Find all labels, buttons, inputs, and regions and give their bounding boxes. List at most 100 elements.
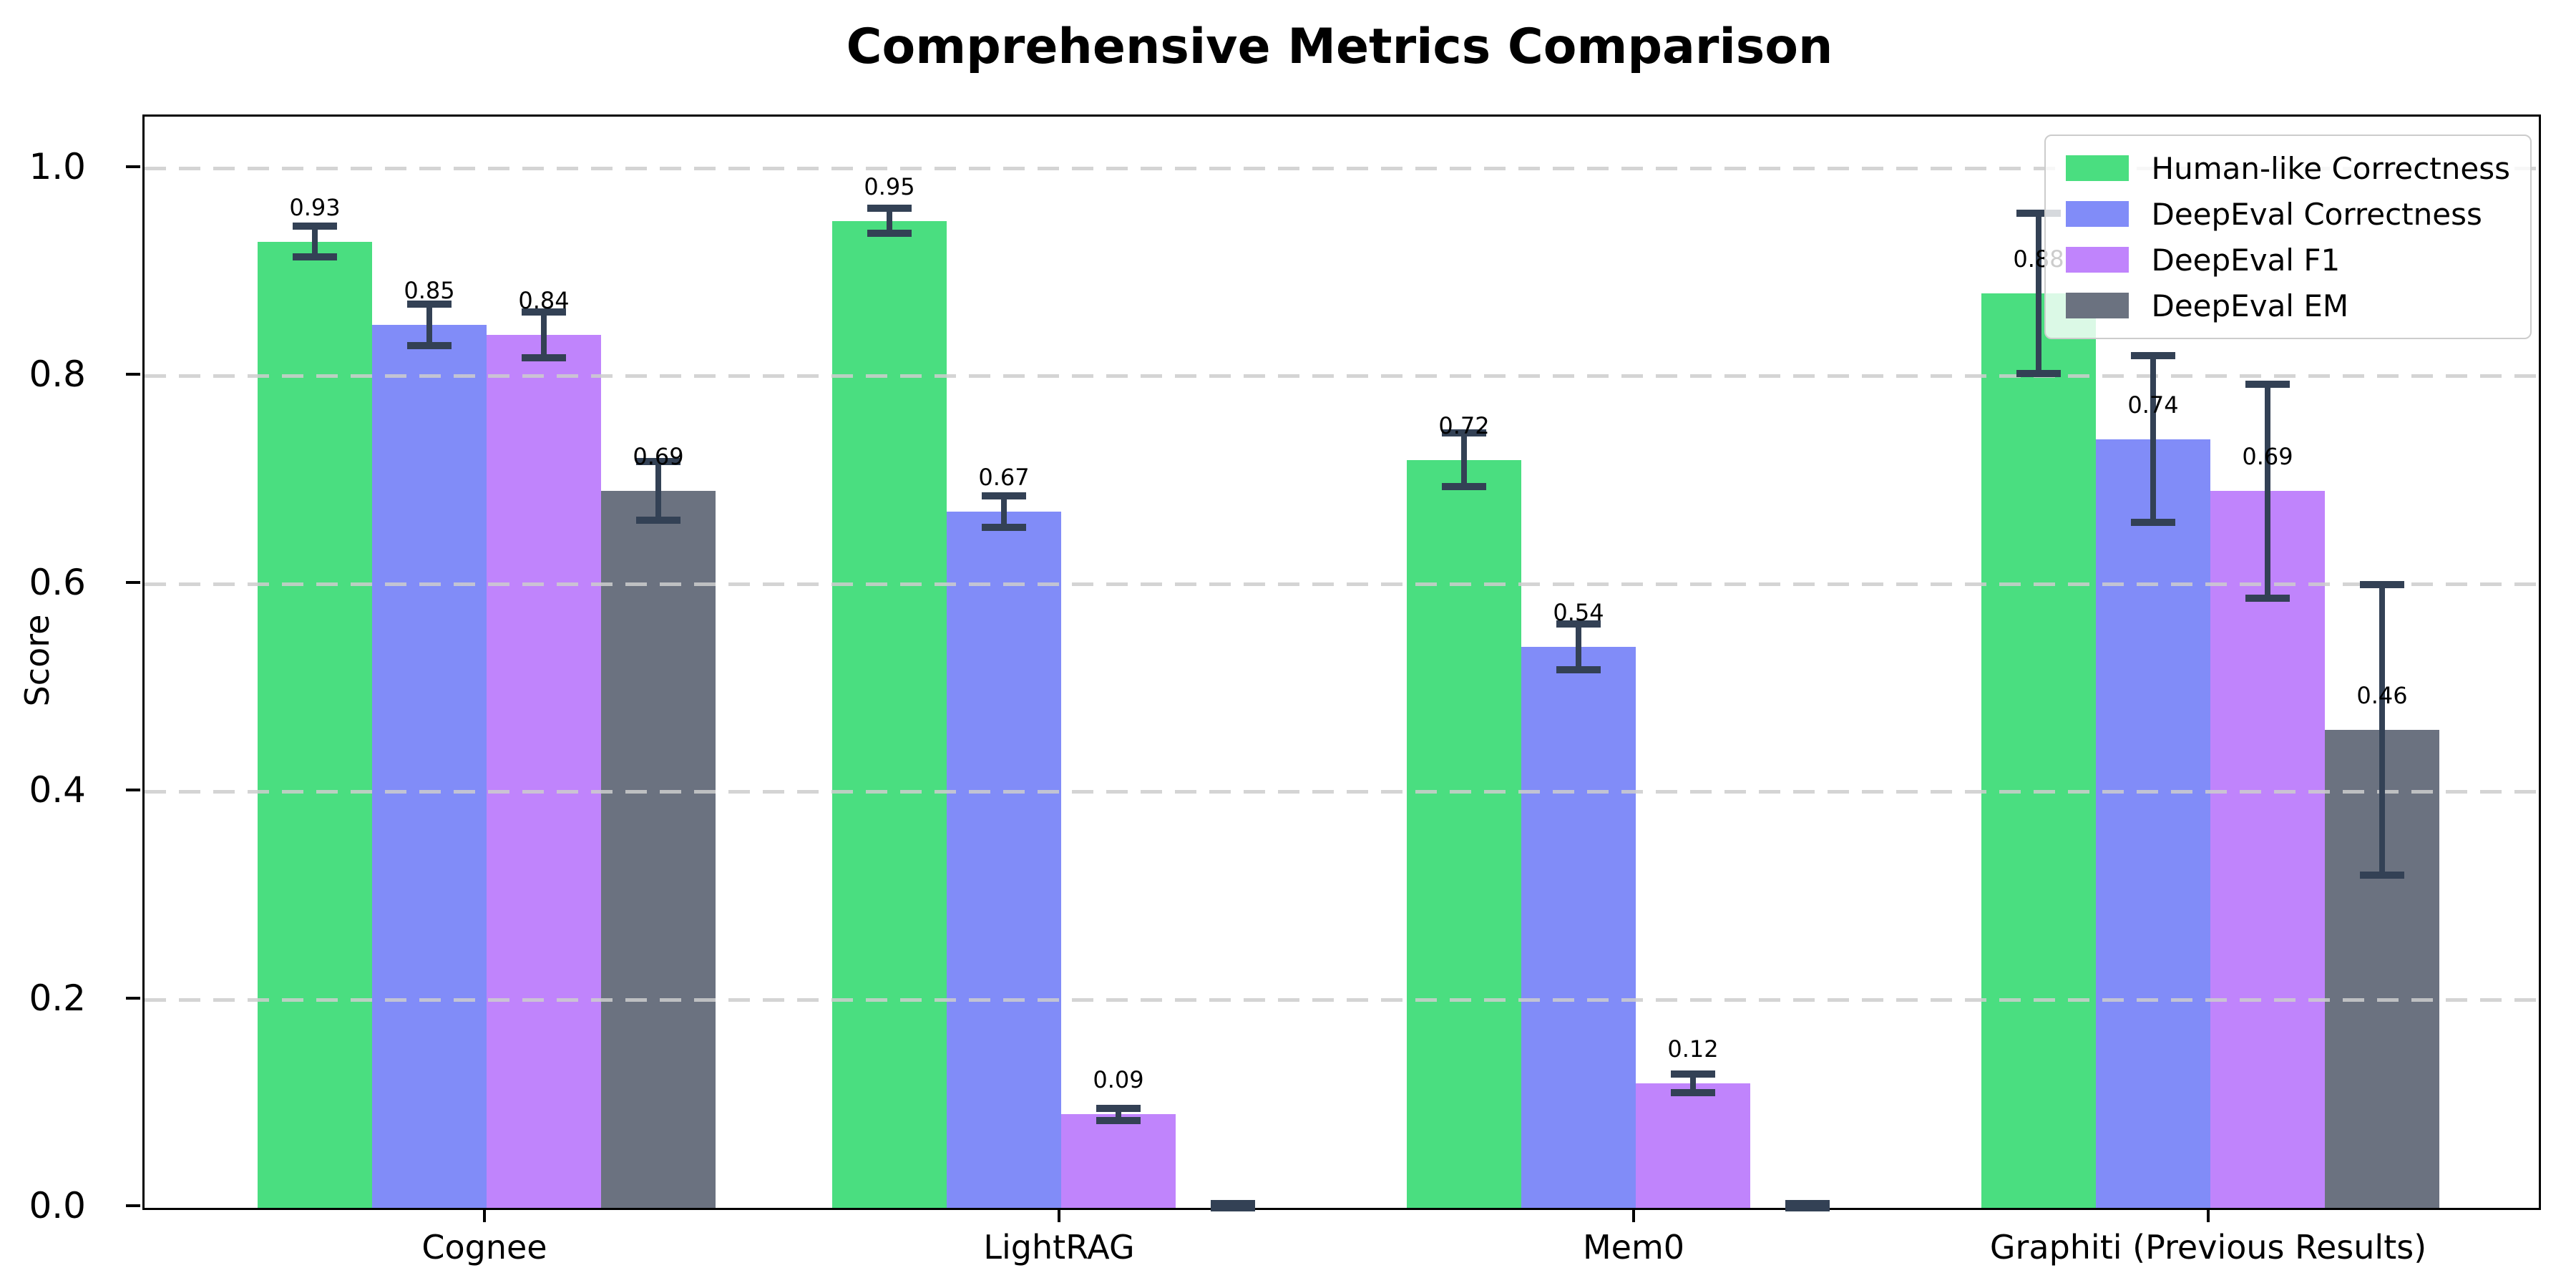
legend-swatch xyxy=(2065,201,2129,227)
legend-item: DeepEval EM xyxy=(2065,288,2511,323)
bar-value-label: 0.46 xyxy=(2356,682,2408,710)
y-tick-label: 1.0 xyxy=(29,146,86,187)
error-bar-cap xyxy=(407,341,452,349)
y-tick-mark xyxy=(126,373,140,376)
error-bar-cap xyxy=(522,308,566,316)
error-bar xyxy=(1690,1073,1696,1093)
legend-label: DeepEval EM xyxy=(2151,288,2349,323)
error-bar-cap xyxy=(293,253,337,261)
bar-value-label: 0.95 xyxy=(864,172,915,200)
error-bar xyxy=(2265,384,2270,598)
error-bar-cap xyxy=(2131,518,2175,526)
legend-label: Human-like Correctness xyxy=(2151,150,2511,186)
error-bar-cap xyxy=(1096,1117,1141,1125)
gridline xyxy=(145,374,2539,379)
error-bar xyxy=(1461,432,1467,487)
error-bar-cap xyxy=(1096,1104,1141,1112)
y-tick-label: 0.4 xyxy=(29,769,86,811)
legend-swatch xyxy=(2065,293,2129,318)
error-bar xyxy=(2036,213,2041,374)
error-bar xyxy=(1116,1108,1121,1121)
y-axis-label: Score xyxy=(18,614,57,707)
error-bar-cap xyxy=(1671,1070,1715,1078)
bar xyxy=(2096,439,2210,1208)
bar-value-label: 0.12 xyxy=(1667,1035,1719,1063)
bar xyxy=(1981,293,2096,1208)
error-bar-cap xyxy=(1785,1200,1830,1208)
legend-item: DeepEval Correctness xyxy=(2065,196,2511,232)
gridline xyxy=(145,997,2539,1002)
error-bar-cap xyxy=(293,222,337,230)
gridline xyxy=(145,167,2539,170)
y-tick-mark xyxy=(126,789,140,792)
bar xyxy=(487,335,601,1208)
legend-item: Human-like Correctness xyxy=(2065,150,2511,186)
bar xyxy=(1407,459,1521,1208)
chart-title: Comprehensive Metrics Comparison xyxy=(846,19,1833,75)
y-tick-label: 0.0 xyxy=(29,1185,86,1226)
error-bar xyxy=(312,225,318,258)
bar xyxy=(2210,491,2325,1208)
bar xyxy=(372,324,487,1208)
error-bar-cap xyxy=(1442,429,1486,436)
error-bar-cap xyxy=(522,354,566,362)
error-bar-cap xyxy=(2131,352,2175,360)
bar xyxy=(1061,1114,1176,1208)
bar-value-label: 0.84 xyxy=(518,287,570,315)
error-bar-cap xyxy=(2245,594,2290,602)
error-bar-cap xyxy=(1442,483,1486,491)
bar xyxy=(1636,1083,1750,1208)
x-tick-mark xyxy=(1632,1208,1635,1222)
error-bar-cap xyxy=(867,230,912,238)
x-tick-label: Graphiti (Previous Results) xyxy=(1989,1228,2427,1267)
error-bar-cap xyxy=(1785,1204,1830,1211)
error-bar xyxy=(2379,584,2385,876)
x-tick-label: LightRAG xyxy=(983,1228,1135,1267)
error-bar-cap xyxy=(982,523,1026,531)
error-bar xyxy=(1001,496,1007,527)
y-tick-mark xyxy=(126,580,140,584)
bar xyxy=(258,241,372,1208)
legend-label: DeepEval F1 xyxy=(2151,242,2341,278)
error-bar xyxy=(887,208,892,234)
error-bar-cap xyxy=(2360,872,2404,879)
error-bar-cap xyxy=(407,300,452,308)
error-bar xyxy=(655,462,661,520)
y-tick-label: 0.6 xyxy=(29,561,86,603)
bar-value-label: 0.69 xyxy=(633,443,684,471)
bar-value-label: 0.93 xyxy=(289,193,341,221)
x-tick-label: Mem0 xyxy=(1582,1228,1685,1267)
bar xyxy=(601,491,716,1208)
y-tick-label: 0.2 xyxy=(29,977,86,1019)
bar xyxy=(832,220,947,1208)
x-tick-mark xyxy=(2207,1208,2210,1222)
legend: Human-like Correctness DeepEval Correctne… xyxy=(2044,135,2532,339)
error-bar-cap xyxy=(636,516,680,524)
error-bar-cap xyxy=(1671,1088,1715,1096)
error-bar-cap xyxy=(982,492,1026,500)
error-bar-cap xyxy=(2016,210,2061,218)
error-bar xyxy=(1576,624,1581,670)
error-bar-cap xyxy=(867,205,912,213)
y-tick-mark xyxy=(126,1204,140,1207)
bar xyxy=(1521,646,1636,1208)
bar-value-label: 0.72 xyxy=(1438,411,1490,439)
bar-value-label: 0.69 xyxy=(2242,443,2293,471)
error-bar-cap xyxy=(2016,370,2061,378)
error-bar-cap xyxy=(1211,1204,1255,1211)
error-bar-cap xyxy=(2360,580,2404,588)
x-tick-mark xyxy=(1058,1208,1060,1222)
bar-value-label: 0.54 xyxy=(1553,598,1604,626)
y-tick-mark xyxy=(126,996,140,1000)
error-bar-cap xyxy=(1211,1200,1255,1208)
error-bar xyxy=(2150,356,2156,522)
error-bar xyxy=(541,312,547,358)
legend-label: DeepEval Correctness xyxy=(2151,196,2482,232)
gridline xyxy=(145,582,2539,586)
x-tick-mark xyxy=(483,1208,486,1222)
error-bar-cap xyxy=(2245,380,2290,388)
error-bar-cap xyxy=(1556,665,1601,673)
gridline xyxy=(145,790,2539,794)
y-tick-label: 0.8 xyxy=(29,353,86,396)
